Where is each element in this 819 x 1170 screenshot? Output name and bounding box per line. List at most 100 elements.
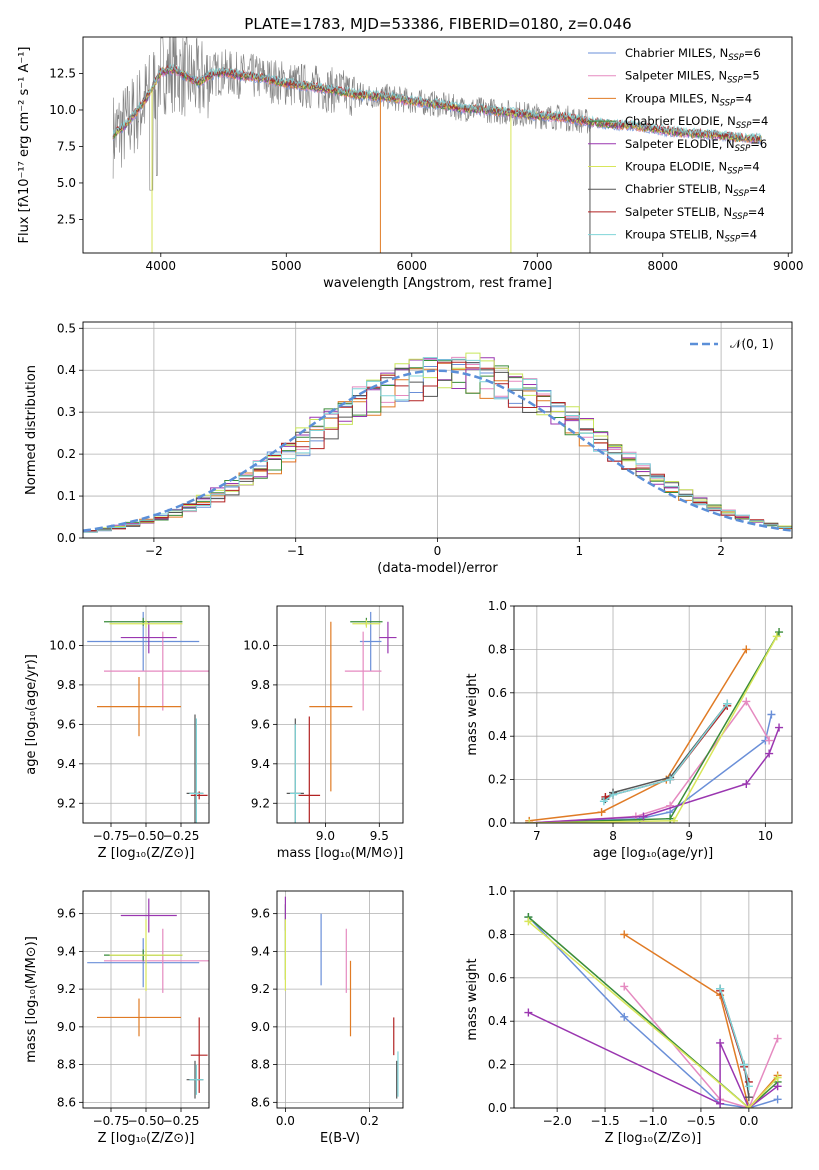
spectrum-ytick-label: 12.5: [49, 66, 76, 80]
residuals-ytick-label: 0.0: [57, 531, 76, 545]
legend-label-main: Kroupa STELIB, N: [625, 228, 725, 242]
spectrum-panel: 4000 5000 6000 7000 8000 9000 2.5 5.0 7.5 10.0 12.…: [17, 36, 804, 291]
massweight-vs-Z-xtick-label: −2.0: [543, 1114, 572, 1128]
spectrum-plot-area: [112, 37, 762, 253]
legend-label-sub: SSP: [720, 98, 736, 108]
spectrum-xtick-label: 4000: [146, 259, 177, 273]
mass-weight-point-marker: [740, 1060, 749, 1069]
age-vs-Z-xtick-label: −0.25: [163, 829, 200, 843]
massweight-vs-age-ytick-label: 0.6: [488, 686, 507, 700]
massweight-vs-age-ytick-label: 0.8: [488, 642, 507, 656]
legend-label-main: Salpeter ELODIE, N: [625, 137, 735, 151]
mass-vs-EBV-ytick-label: 8.6: [251, 1095, 270, 1109]
legend-label-main: Kroupa ELODIE, N: [625, 160, 727, 174]
mass-weight-point-marker: [599, 797, 608, 806]
legend-label-main: Salpeter MILES, N: [625, 69, 727, 83]
legend-label-tail: =4: [751, 114, 768, 128]
legend-label: Chabrier MILES, NSSP=6: [625, 46, 761, 63]
age-vs-mass-ytick-label: 9.8: [251, 678, 270, 692]
legend-label-main: Salpeter STELIB, N: [625, 205, 732, 219]
mass-vs-Z-plot-area: [87, 898, 209, 1099]
mass-weight-point-marker: [744, 1093, 753, 1102]
age-vs-Z-frame: [82, 605, 210, 824]
age-vs-Z-xlabel: Z [log₁₀(Z/Z⊙)]: [98, 846, 195, 861]
mass-weight-point-marker: [666, 775, 675, 784]
spectrum-xlabel: wavelength [Angstrom, rest frame]: [323, 276, 552, 291]
residuals-ticks: −2 −1 0 1 2 0.0 0.1 0.2 0.3 0.4 0.5: [57, 321, 725, 558]
legend-label: Kroupa MILES, NSSP=4: [625, 91, 752, 108]
massweight-vs-Z-xtick-label: −1.5: [590, 1114, 619, 1128]
mass-weight-point-marker: [744, 1104, 753, 1108]
legend-label-tail: =6: [750, 137, 767, 151]
massweight-vs-age-xtick-label: 7: [533, 829, 541, 843]
age-vs-mass-ytick-label: 9.4: [251, 757, 270, 771]
spectrum-ytick-label: 7.5: [57, 139, 76, 153]
massweight-vs-Z-grid: [514, 890, 792, 1109]
residuals-legend: 𝒩(0, 1): [690, 337, 774, 351]
legend-label-tail: =4: [740, 228, 757, 242]
residual-histogram-line: [83, 359, 792, 531]
mass-vs-Z-ytick-label: 8.8: [57, 1058, 76, 1072]
massweight-vs-Z-ytick-label: 0.2: [488, 1058, 507, 1072]
figure-title: PLATE=1783, MJD=53386, FIBERID=0180, z=0…: [244, 15, 631, 33]
mass-weight-point-marker: [723, 699, 732, 708]
mass-weight-point-marker: [765, 736, 774, 745]
legend-label: 𝒩(0, 1): [730, 337, 774, 351]
massweight-vs-age-ytick-label: 0.4: [488, 729, 507, 743]
mass-vs-EBV-ytick-label: 9.6: [251, 907, 270, 921]
age-vs-mass-plot-area: [286, 611, 397, 823]
massweight-vs-Z-ytick-label: 0.8: [488, 927, 507, 941]
mass-weight-point-marker: [620, 930, 629, 939]
legend-label-sub: SSP: [727, 167, 743, 177]
legend-label-sub: SSP: [727, 76, 743, 86]
legend-label-tail: =4: [749, 182, 766, 196]
residuals-xtick-label: 2: [717, 544, 725, 558]
massweight-vs-age-ytick-label: 0.2: [488, 773, 507, 787]
mass-weight-point-marker: [773, 1034, 782, 1043]
residual-histogram-line: [83, 357, 792, 533]
normal-curve-line: [83, 369, 792, 532]
massweight-vs-age-ticks: 7 8 9 10 0.0 0.2 0.4 0.6 0.8 1.0: [488, 599, 773, 843]
legend-label-sub: SSP: [725, 235, 741, 245]
mass-weight-point-marker: [742, 645, 751, 654]
residuals-xtick-label: 0: [434, 544, 442, 558]
legend-label: Kroupa ELODIE, NSSP=4: [625, 160, 760, 177]
spectrum-ytick-label: 2.5: [57, 212, 76, 226]
residuals-ytick-label: 0.3: [57, 405, 76, 419]
mass-weight-series-line: [529, 636, 778, 823]
residuals-xtick-label: 1: [575, 544, 583, 558]
mass-weight-point-marker: [609, 790, 618, 799]
mass-weight-point-marker: [639, 812, 648, 821]
massweight-vs-Z-frame: [513, 890, 793, 1109]
mass-vs-Z-xtick-label: −0.50: [128, 1114, 165, 1128]
spectrum-ytick-label: 5.0: [57, 176, 76, 190]
legend-label-sub: SSP: [736, 121, 752, 131]
residuals-ytick-label: 0.5: [57, 321, 76, 335]
residuals-panel: −2 −1 0 1 2 0.0 0.1 0.2 0.3 0.4 0.5 (data-model)/er…: [24, 321, 793, 576]
legend-label: Salpeter ELODIE, NSSP=6: [625, 137, 767, 154]
mass-vs-EBV-grid: [277, 891, 403, 1108]
residuals-ytick-label: 0.4: [57, 363, 76, 377]
model-spectrum-line: [112, 63, 762, 141]
residuals-ylabel: Normed distribution: [24, 365, 39, 495]
mass-weight-series-line: [527, 916, 779, 1108]
spectrum-xtick-label: 7000: [522, 259, 553, 273]
age-vs-mass-xtick-label: 9.5: [370, 829, 389, 843]
mass-weight-point-marker: [716, 1099, 725, 1108]
mass-weight-series-line: [527, 920, 779, 1108]
mass-vs-EBV-ytick-label: 9.4: [251, 944, 270, 958]
mass-vs-EBV-ytick-label: 9.0: [251, 1020, 270, 1034]
mass-weight-point-marker: [524, 1008, 533, 1017]
mass-weight-series-line: [603, 703, 728, 802]
mass-vs-Z-ylabel: mass [log₁₀(M/M⊙)]: [24, 936, 39, 1063]
age-vs-Z-xtick-label: −0.50: [128, 829, 165, 843]
spectrum-xtick-label: 8000: [647, 259, 678, 273]
mass-weight-point-marker: [620, 1012, 629, 1021]
legend-label: Salpeter STELIB, NSSP=4: [625, 205, 765, 222]
legend-label: Salpeter MILES, NSSP=5: [625, 69, 760, 86]
mass-weight-point-marker: [620, 982, 629, 991]
massweight-vs-age-xtick-label: 10: [758, 829, 773, 843]
mass-vs-EBV-xtick-label: 0.0: [276, 1114, 295, 1128]
spectrum-ticks: 4000 5000 6000 7000 8000 9000 2.5 5.0 7.5 10.0 12.…: [49, 66, 803, 273]
